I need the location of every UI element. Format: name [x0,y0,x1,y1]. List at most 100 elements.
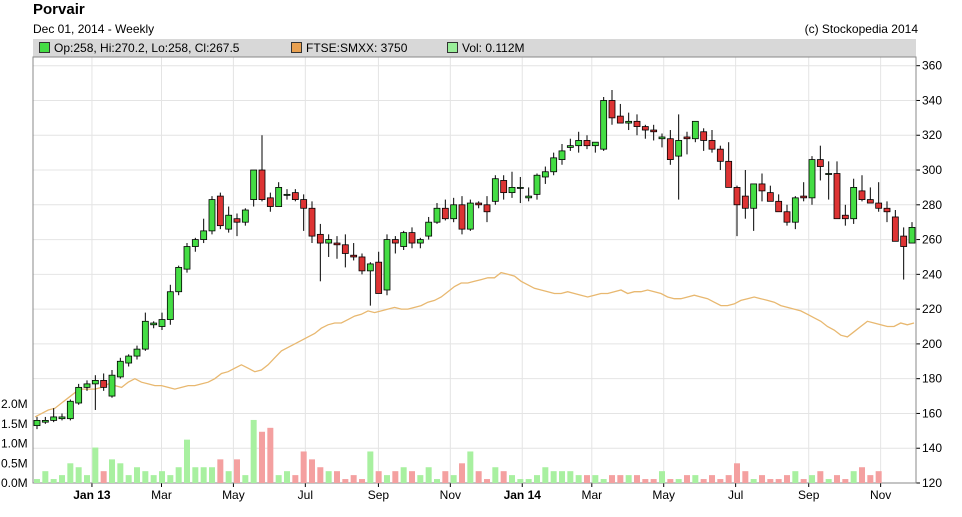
price-tick-label: 300 [922,163,942,177]
volume-bar [609,475,615,483]
candle-body [800,195,808,199]
volume-bar [267,427,274,483]
candle [200,218,208,244]
candle [733,185,741,237]
volume-bar [725,475,732,483]
candle [575,131,583,153]
candle-body [775,200,783,213]
volume-bar [417,475,424,483]
candle-body [850,187,858,220]
candle-body [491,178,499,202]
candle-body [575,140,583,147]
volume-bar [400,467,407,483]
candle [158,312,166,330]
date-tick-label: Jul [298,488,313,502]
volume-bar [325,471,332,483]
candle [658,133,666,148]
candle [633,114,641,136]
price-tick-label: 120 [922,476,942,490]
candle-body [275,187,283,207]
grid-lines [33,57,920,487]
candle [425,216,433,240]
volume-bar [575,475,582,483]
volume-bar [125,475,132,483]
volume-bar [134,467,140,483]
volume-bar [617,475,624,483]
candle-body [841,214,849,220]
date-tick-label: May [652,488,675,502]
volume-bar [650,479,657,483]
candle-body [291,192,299,200]
candle [758,173,766,202]
candle-body [108,374,116,397]
volume-bar [509,475,515,483]
volume-bar [259,431,265,483]
volume-bar [467,451,474,483]
candle-body [316,233,324,244]
candle-body [241,209,249,223]
candle-body [341,244,349,254]
legend-bar: Op:258, Hi:270.2, Lo:258, Cl:267.5 FTSE:… [33,39,916,57]
volume-bar [284,471,290,483]
volume-bar [625,475,632,483]
volume-bar [217,459,224,483]
candle-body [325,239,333,244]
price-tick-label: 340 [922,93,942,107]
candle [741,170,749,219]
legend-swatch-index [291,42,302,53]
candle [283,189,291,200]
candle-body [558,150,566,160]
candle-body [66,400,74,420]
volume-bar [359,479,365,483]
candle-body [608,100,616,119]
volume-bar [759,475,765,483]
volume-tick-label: 1.5M [1,417,28,431]
candle [608,90,616,125]
candle [666,130,674,165]
candle [91,375,99,410]
volume-bar [692,475,699,483]
date-tick-label: Mar [581,488,602,502]
candle [333,236,341,259]
date-tick-label: Nov [440,488,461,502]
candle [391,236,399,254]
candle [291,189,299,202]
candle [791,196,799,230]
candle-body [158,319,166,327]
candle-body [375,261,383,294]
volume-bar [392,471,399,483]
candle-body [533,174,541,195]
candle [483,196,491,223]
volume-bar [709,475,715,483]
legend-swatch-volume [447,42,458,53]
candle [66,399,74,421]
volume-bar [542,467,549,483]
volume-bar [275,475,282,483]
candle [300,194,308,231]
candle-body [41,420,49,423]
volume-bar [784,475,790,483]
candle [133,345,141,360]
volume-bar [567,471,574,483]
volume-bar [800,479,807,483]
candle [850,178,858,224]
volume-bar [242,475,249,483]
candle [591,141,599,153]
volume-bar [225,471,232,483]
volume-bar [367,451,374,483]
candle-body [458,204,466,230]
candle [325,234,333,257]
volume-tick-label: 2.0M [1,397,28,411]
candle [166,284,174,325]
candle-body [666,138,674,160]
candle-body [750,183,758,209]
volume-bar [767,479,774,483]
volume-bar [84,475,90,483]
candle-body [216,195,224,227]
volume-bar [834,475,840,483]
volume-bar [484,479,490,483]
candle-body [550,157,558,173]
candle-body [441,207,449,220]
candle [558,143,566,165]
volume-bar [100,471,107,483]
